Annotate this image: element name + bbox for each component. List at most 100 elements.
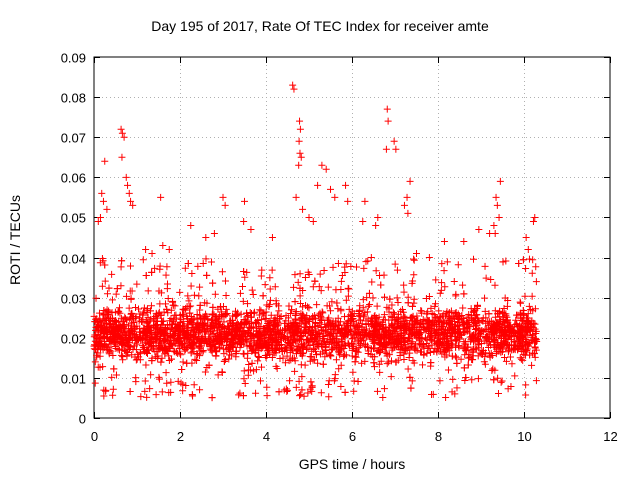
data-point xyxy=(487,276,495,284)
data-point xyxy=(300,323,308,331)
data-point xyxy=(405,335,413,343)
data-point xyxy=(187,349,195,357)
data-point xyxy=(342,260,350,268)
data-point xyxy=(206,321,214,329)
data-point xyxy=(179,358,187,366)
data-point xyxy=(471,306,479,314)
data-point xyxy=(453,329,461,337)
data-point xyxy=(491,281,499,289)
data-point xyxy=(264,319,272,327)
data-point xyxy=(235,391,243,399)
data-point xyxy=(481,262,489,270)
data-point xyxy=(292,383,300,391)
data-point xyxy=(407,313,415,321)
data-point xyxy=(517,326,525,334)
data-point xyxy=(408,325,416,333)
data-point xyxy=(443,258,451,266)
data-point xyxy=(125,189,133,197)
data-point xyxy=(522,328,530,336)
data-point xyxy=(188,316,196,324)
data-point xyxy=(532,377,540,385)
data-point xyxy=(146,385,154,393)
data-point xyxy=(235,331,243,339)
data-point xyxy=(255,322,263,330)
data-point xyxy=(388,322,396,330)
data-point xyxy=(176,311,184,319)
data-point xyxy=(115,307,123,315)
data-point xyxy=(503,318,511,326)
data-point xyxy=(144,325,151,333)
data-point xyxy=(143,349,151,357)
data-point xyxy=(523,348,531,356)
data-point xyxy=(207,258,215,266)
data-point xyxy=(154,352,162,360)
data-point xyxy=(243,318,251,326)
data-point xyxy=(196,344,204,352)
data-point xyxy=(523,314,531,322)
data-point xyxy=(310,346,318,354)
data-point xyxy=(377,281,385,289)
data-point xyxy=(118,339,126,347)
data-point xyxy=(259,292,267,300)
data-point xyxy=(400,281,408,289)
data-point xyxy=(486,229,494,237)
data-point xyxy=(361,340,369,348)
data-point xyxy=(437,313,445,321)
data-point xyxy=(326,351,334,359)
data-point xyxy=(131,303,139,311)
data-point xyxy=(353,263,361,271)
data-point xyxy=(273,330,281,338)
data-point xyxy=(170,347,178,355)
data-point xyxy=(160,317,168,325)
data-point xyxy=(131,323,139,331)
data-point xyxy=(127,310,135,318)
data-point xyxy=(403,193,411,201)
data-point xyxy=(255,311,263,319)
data-point xyxy=(151,264,159,272)
data-point xyxy=(257,272,265,280)
data-point xyxy=(417,307,425,315)
data-point xyxy=(112,330,120,338)
data-point xyxy=(376,341,384,349)
data-point xyxy=(103,205,111,213)
data-point xyxy=(331,371,339,379)
data-point xyxy=(98,282,106,290)
data-point xyxy=(337,307,345,315)
data-point xyxy=(392,335,400,343)
data-point xyxy=(201,299,209,307)
data-point xyxy=(237,327,245,335)
data-point xyxy=(182,304,190,312)
data-point xyxy=(392,358,400,366)
data-point xyxy=(193,349,201,357)
data-point xyxy=(133,355,141,363)
data-point xyxy=(350,344,358,352)
data-point xyxy=(297,153,305,161)
data-point xyxy=(109,391,117,399)
data-point xyxy=(263,392,271,400)
data-point xyxy=(296,270,304,278)
data-point xyxy=(419,361,427,369)
y-tick-label: 0 xyxy=(79,412,86,427)
data-point xyxy=(514,346,522,354)
data-point xyxy=(473,301,481,309)
data-point xyxy=(96,352,104,360)
data-point xyxy=(428,336,436,344)
data-point xyxy=(119,356,127,364)
data-point xyxy=(290,283,298,291)
data-point xyxy=(340,321,348,329)
data-point xyxy=(380,328,388,336)
data-point xyxy=(244,300,252,308)
data-point xyxy=(255,354,263,362)
data-point xyxy=(295,161,303,169)
data-point xyxy=(322,165,330,173)
data-point xyxy=(427,359,435,367)
data-point xyxy=(176,349,184,357)
data-point xyxy=(404,299,412,307)
data-point xyxy=(511,341,519,349)
data-point xyxy=(345,285,353,293)
data-point xyxy=(257,363,265,371)
data-point xyxy=(357,337,365,345)
data-point xyxy=(98,343,106,351)
data-point xyxy=(109,321,117,329)
data-point xyxy=(212,320,220,328)
